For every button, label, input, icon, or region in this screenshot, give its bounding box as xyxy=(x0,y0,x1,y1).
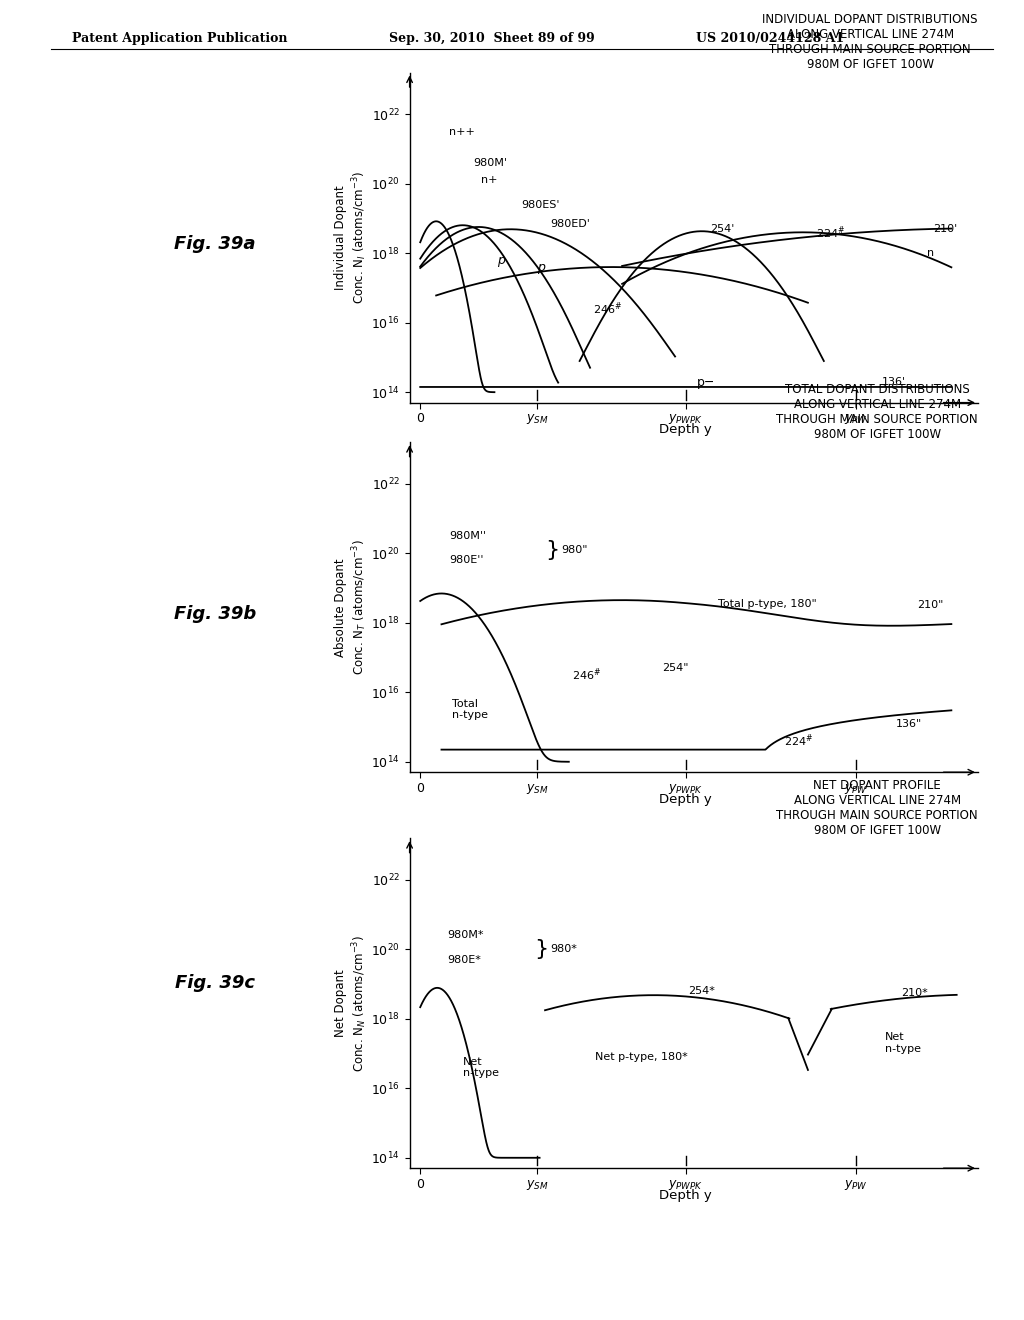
Text: Total p-type, 180": Total p-type, 180" xyxy=(718,599,816,609)
Text: 980": 980" xyxy=(561,545,588,554)
Text: 254": 254" xyxy=(662,663,688,673)
Text: 136": 136" xyxy=(896,718,922,729)
Text: $y_{PW}$: $y_{PW}$ xyxy=(844,781,867,796)
Text: 246$^{\#}$: 246$^{\#}$ xyxy=(571,667,601,684)
Text: 980M'': 980M'' xyxy=(450,531,486,541)
Text: 224$^{\#}$: 224$^{\#}$ xyxy=(784,733,813,750)
Text: n: n xyxy=(928,248,935,259)
Text: 224$^{\#}$: 224$^{\#}$ xyxy=(816,224,845,240)
Text: 210": 210" xyxy=(916,601,943,610)
Text: 980ED': 980ED' xyxy=(550,219,590,228)
Text: 210*: 210* xyxy=(901,987,928,998)
Text: 210': 210' xyxy=(933,224,957,234)
Text: $y_{PW}$: $y_{PW}$ xyxy=(844,1177,867,1192)
Text: 980M': 980M' xyxy=(473,158,507,168)
Text: Total
n-type: Total n-type xyxy=(452,698,488,721)
Y-axis label: Absolute Dopant
Conc. N$_T$ (atoms/cm$^{-3}$): Absolute Dopant Conc. N$_T$ (atoms/cm$^{… xyxy=(334,539,369,676)
Text: Fig. 39a: Fig. 39a xyxy=(174,235,256,253)
Text: TOTAL DOPANT DISTRIBUTIONS
ALONG VERTICAL LINE 274M
THROUGH MAIN SOURCE PORTION
: TOTAL DOPANT DISTRIBUTIONS ALONG VERTICA… xyxy=(776,383,978,441)
Text: Depth y: Depth y xyxy=(659,1189,712,1203)
Text: 980E'': 980E'' xyxy=(450,556,484,565)
Text: n+: n+ xyxy=(481,176,498,185)
Text: INDIVIDUAL DOPANT DISTRIBUTIONS
ALONG VERTICAL LINE 274M
THROUGH MAIN SOURCE POR: INDIVIDUAL DOPANT DISTRIBUTIONS ALONG VE… xyxy=(763,13,978,71)
Text: US 2010/0244128 A1: US 2010/0244128 A1 xyxy=(696,32,845,45)
Text: 980M*: 980M* xyxy=(446,931,483,940)
Text: 980E*: 980E* xyxy=(446,954,480,965)
Y-axis label: Net Dopant
Conc. N$_N$ (atoms/cm$^{-3}$): Net Dopant Conc. N$_N$ (atoms/cm$^{-3}$) xyxy=(334,935,369,1072)
Text: $y_{SM}$: $y_{SM}$ xyxy=(525,781,549,796)
Text: }: } xyxy=(535,940,549,960)
Text: $y_{SM}$: $y_{SM}$ xyxy=(525,1177,549,1192)
Text: p: p xyxy=(498,253,505,267)
Y-axis label: Individual Dopant
Conc. N$_I$ (atoms/cm$^{-3}$): Individual Dopant Conc. N$_I$ (atoms/cm$… xyxy=(334,170,369,305)
Text: p: p xyxy=(537,260,545,273)
Text: $y_{PW}$: $y_{PW}$ xyxy=(844,412,867,426)
Text: Fig. 39b: Fig. 39b xyxy=(174,605,256,623)
Text: 254*: 254* xyxy=(688,986,716,997)
Text: $y_{PWPK}$: $y_{PWPK}$ xyxy=(669,1177,703,1192)
Text: $y_{SM}$: $y_{SM}$ xyxy=(525,412,549,426)
Text: 246$^{\#}$: 246$^{\#}$ xyxy=(593,301,623,317)
Text: NET DOPANT PROFILE
ALONG VERTICAL LINE 274M
THROUGH MAIN SOURCE PORTION
980M OF : NET DOPANT PROFILE ALONG VERTICAL LINE 2… xyxy=(776,779,978,837)
Text: p−: p− xyxy=(696,376,715,389)
Text: Depth y: Depth y xyxy=(659,793,712,807)
Text: $y_{PWPK}$: $y_{PWPK}$ xyxy=(669,781,703,796)
Text: 254': 254' xyxy=(710,224,734,234)
Text: 980*: 980* xyxy=(550,944,578,954)
Text: n++: n++ xyxy=(450,127,475,137)
Text: 0: 0 xyxy=(416,1177,424,1191)
Text: Depth y: Depth y xyxy=(659,424,712,437)
Text: Sep. 30, 2010  Sheet 89 of 99: Sep. 30, 2010 Sheet 89 of 99 xyxy=(389,32,595,45)
Text: 0: 0 xyxy=(416,412,424,425)
Text: Patent Application Publication: Patent Application Publication xyxy=(72,32,287,45)
Text: 136': 136' xyxy=(883,378,906,388)
Text: Net
n-type: Net n-type xyxy=(463,1057,499,1078)
Text: Net
n-type: Net n-type xyxy=(885,1032,921,1053)
Text: $y_{PWPK}$: $y_{PWPK}$ xyxy=(669,412,703,426)
Text: 980ES': 980ES' xyxy=(521,199,560,210)
Text: }: } xyxy=(545,540,559,560)
Text: Net p-type, 180*: Net p-type, 180* xyxy=(596,1052,688,1063)
Text: 0: 0 xyxy=(416,781,424,795)
Text: Fig. 39c: Fig. 39c xyxy=(175,974,255,993)
